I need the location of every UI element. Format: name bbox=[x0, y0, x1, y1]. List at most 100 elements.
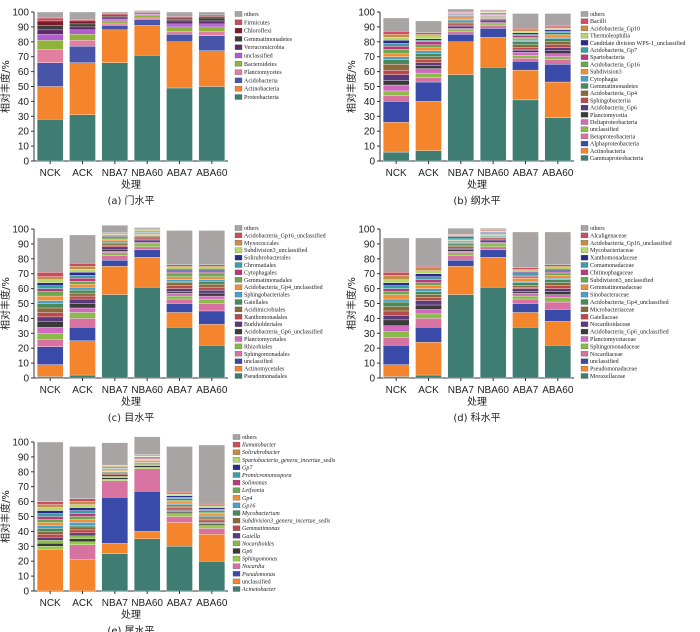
bar-segment-aba60-bacteroidetes bbox=[198, 26, 225, 32]
legend-swatch-sinobacteraceae bbox=[580, 291, 589, 298]
bar-segment-ack-gammaproteobacteria bbox=[415, 150, 442, 162]
legend-swatch-others bbox=[234, 11, 243, 17]
x-axis-label: 处理 bbox=[121, 396, 141, 408]
bar-segment-nba7-others bbox=[101, 225, 128, 233]
bar-segment-aba7-planctomycetales bbox=[166, 292, 193, 297]
bar-segment-aba60-planctomycetia bbox=[544, 50, 571, 54]
legend-label-myxococcales: Myxococcales bbox=[244, 241, 279, 247]
x-tick-label: ABA60 bbox=[542, 168, 574, 179]
legend-label-pseudomonadaceae: Pseudomonadaceae bbox=[590, 367, 637, 373]
bar-segment-nba7-sphingobacteriales bbox=[101, 240, 128, 243]
bar-segment-aba60-actinomycetales bbox=[198, 324, 225, 346]
bar-segment-ack-planctomycetales bbox=[69, 307, 96, 313]
legend-swatch-planctomycetales bbox=[234, 336, 243, 342]
legend-label-spartobacteria: Spartobacteria bbox=[590, 55, 625, 61]
bar-segment-nck-gemmatimonadales bbox=[37, 291, 64, 297]
panel-e: 0 10 20 30 40 50 60 70 80 90 100 相对丰度/% NCK ACK NBA7 NB… bbox=[0, 436, 228, 632]
bar-segment-ack-deltaproteobacteria bbox=[415, 68, 442, 74]
legend-label-gemmatimonas: Gemmatimonas bbox=[242, 526, 280, 532]
legend-label-cytophagia: Cytophagia bbox=[590, 77, 618, 83]
bar-segment-aba60-acidobacteria-gp16 bbox=[544, 34, 571, 36]
legend-label-acidobacteria-gp7: Acidobacteria_Gp7 bbox=[590, 48, 637, 54]
legend-label-gp4: Gp4 bbox=[242, 495, 252, 502]
bar-segment-aba60-gp16 bbox=[198, 514, 225, 517]
legend-swatch-acidobacteria-gp4-unclassified bbox=[580, 299, 589, 305]
legend-swatch-acinetobacter bbox=[232, 586, 241, 592]
bar-segment-nck-acidobacteria-gp6 bbox=[383, 74, 410, 81]
legend-label-actinobacteria: Actinobacteria bbox=[244, 87, 280, 93]
bar-segment-aba7-bacilli bbox=[512, 28, 539, 31]
bar-segment-ack-others bbox=[69, 11, 96, 20]
bar-segment-aba7-ilumatobacter bbox=[166, 491, 193, 493]
bar-segment-aba60-subdivision3-unclassified bbox=[198, 267, 225, 270]
legend-swatch-betaproteobacteria bbox=[580, 133, 589, 140]
bar-segment-aba60-unclassified bbox=[198, 534, 225, 562]
bar-segment-nba60-gaiellaceae bbox=[480, 237, 507, 240]
panel-caption: (a) 门水平 bbox=[107, 194, 154, 207]
bar-segment-nck-xanthomonadaceae bbox=[383, 282, 410, 286]
y-tick-label: 30 bbox=[364, 329, 376, 340]
bar-segment-nck-nocardiaceae bbox=[383, 337, 410, 346]
bar-segment-aba7-acidobacteria-gp4 bbox=[512, 44, 539, 48]
bar-segment-aba7-nocardioides bbox=[166, 510, 193, 513]
y-tick-label: 0 bbox=[23, 157, 29, 168]
bar-segment-aba7-actinobacteria bbox=[512, 69, 539, 101]
bar-segment-aba60-others bbox=[544, 231, 571, 265]
x-tick-label: NBA7 bbox=[448, 168, 475, 179]
bar-segment-nba7-gaiellales bbox=[101, 242, 128, 245]
bar-segment-nck-alphaproteobacteria bbox=[383, 101, 410, 123]
bar-segment-aba7-gaiellaceae bbox=[512, 286, 539, 289]
bar-segment-nck-actinobacteria bbox=[383, 122, 410, 153]
bar-segment-aba60-pseudomonadales bbox=[198, 345, 225, 379]
legend-label-firmicutes: Firmicutes bbox=[244, 20, 270, 26]
bar-segment-nck-gp16 bbox=[37, 525, 64, 529]
bar-segment-ack-planctomycetes bbox=[69, 40, 96, 47]
legend-swatch-promicromonospora bbox=[232, 472, 241, 478]
bar-segment-aba7-sphingobacteriales bbox=[166, 279, 193, 282]
y-tick-label: 80 bbox=[364, 37, 376, 48]
x-tick-label: NBA60 bbox=[131, 168, 163, 179]
bar-segment-aba7-cytophagales bbox=[166, 272, 193, 274]
legend-label-alcaligenaceae: Alcaligenaceae bbox=[590, 233, 627, 239]
legend-swatch-alcaligenaceae bbox=[580, 232, 589, 239]
legend-label-acidobacteria-gp4: Acidobacteria_Gp4 bbox=[590, 91, 637, 97]
legend-swatch-gp16 bbox=[232, 502, 241, 509]
legend-swatch-solirubrobacter bbox=[232, 449, 241, 455]
bar-segment-nba7-sinobacteraceae bbox=[447, 242, 474, 245]
bar-segment-nck-acidobacteria-gp7 bbox=[383, 43, 410, 47]
bar-segment-aba60-thermoleophilia bbox=[544, 28, 571, 31]
bar-segment-aba7-gemmatimonadales bbox=[166, 273, 193, 277]
legend-label-unclassified: unclassified bbox=[242, 578, 271, 585]
legend-label-alphaproteobacteria: Alphaproteobacteria bbox=[590, 142, 639, 148]
bar-segment-aba60-acidobacteria-gp16-unclassified bbox=[544, 266, 571, 268]
legend-label-planctomycetia: Planctomycetia bbox=[590, 113, 627, 119]
legend-swatch-unclassified bbox=[234, 52, 243, 59]
bar-segment-nba7-gammaproteobacteria bbox=[447, 74, 474, 162]
bar-segment-aba7-xanthomonadaceae bbox=[512, 272, 539, 274]
legend-label-proteobacteria: Proteobacteria bbox=[244, 95, 279, 101]
bar-segment-aba60-xanthomonadaceae bbox=[544, 269, 571, 271]
legend-label-chitinophagaceae: Chitinophagaceae bbox=[590, 270, 633, 276]
bar-segment-ack-chitinophagaceae bbox=[415, 279, 442, 283]
bar-segment-nck-chloroflexi bbox=[37, 20, 64, 26]
bar-segment-nba60-xanthomonadales bbox=[134, 237, 161, 240]
bar-segment-aba60-pseudomonadaceae bbox=[544, 321, 571, 346]
legend-swatch-gp7 bbox=[232, 464, 241, 471]
bar-segment-aba7-acidobacteria-gp16-unclassified bbox=[166, 264, 193, 267]
bar-segment-nck-others bbox=[37, 11, 64, 19]
legend-label-subdivision3: Subdivision3 bbox=[590, 70, 622, 76]
bar-segment-nck-unclassified bbox=[37, 549, 64, 592]
bar-segment-ack-subdivision3-genera-incertae-sedis bbox=[69, 526, 96, 531]
bar-segment-aba60-burkholderiales bbox=[198, 289, 225, 294]
bar-segment-nba7-gaiella bbox=[101, 474, 128, 477]
bar-segment-aba60-gemmatimonadetes bbox=[544, 38, 571, 42]
bar-segment-nba60-pseudomonas bbox=[134, 491, 161, 532]
bar-segment-aba60-acidobacteria-gp6-unclassified bbox=[544, 291, 571, 295]
legend-swatch-unclassified bbox=[580, 126, 589, 132]
bar-segment-aba7-unclassified bbox=[512, 303, 539, 313]
bar-segment-nck-unclassified bbox=[383, 345, 410, 365]
y-tick-label: 90 bbox=[364, 22, 376, 33]
bar-segment-nba60-sphingomonas bbox=[134, 467, 161, 469]
legend-swatch-planctomycetia bbox=[580, 112, 589, 118]
